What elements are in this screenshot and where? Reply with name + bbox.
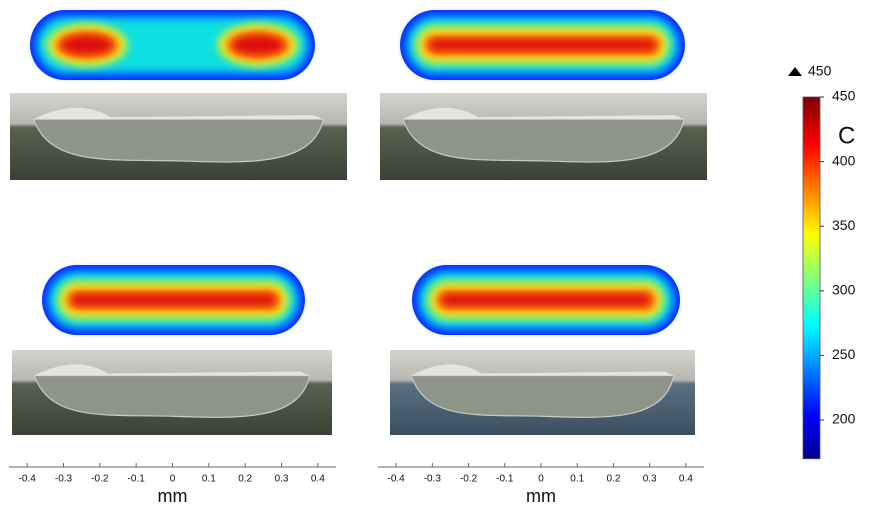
- weld-pool: [411, 376, 673, 418]
- weld-pool: [403, 119, 684, 162]
- axis-label: mm: [526, 486, 556, 506]
- heat-band: [71, 294, 275, 305]
- tick-label: -0.4: [387, 474, 405, 485]
- tick-label: 0.3: [643, 474, 657, 485]
- colorbar-unit: C: [838, 122, 855, 149]
- tick-label: 0.4: [679, 474, 693, 485]
- tick-label: 0.3: [275, 474, 289, 485]
- micrograph: [390, 350, 695, 435]
- heat-map: [400, 10, 685, 80]
- tick-label: -0.2: [91, 474, 109, 485]
- tick-label: 0: [538, 474, 544, 485]
- max-marker: [788, 67, 802, 76]
- micrograph: [12, 350, 332, 435]
- heat-band: [429, 39, 655, 50]
- colorbar-max: 450: [808, 63, 832, 79]
- hot-spot: [232, 35, 284, 55]
- tick-label: -0.3: [424, 474, 442, 485]
- micrograph: [380, 93, 707, 180]
- tick-label: -0.1: [496, 474, 514, 485]
- hot-spot: [61, 35, 113, 55]
- colorbar-tick-label: 250: [832, 346, 856, 362]
- tick-label: 0.4: [311, 474, 325, 485]
- weld-pool: [34, 119, 324, 162]
- colorbar-tick-label: 300: [832, 282, 856, 298]
- tick-label: -0.3: [55, 474, 73, 485]
- heat-map: [412, 265, 680, 335]
- colorbar: [803, 97, 820, 459]
- figure: -0.4 -0.3 -0.2 -0.1 0 0.1 0.2 0.3 0.4 mm -0.4 -0.3 -…: [0, 0, 881, 508]
- tick-label: 0.2: [238, 474, 252, 485]
- tick-label: -0.1: [128, 474, 146, 485]
- panels: -0.4 -0.3 -0.2 -0.1 0 0.1 0.2 0.3 0.4 mm -0.4 -0.3 -…: [9, 10, 856, 506]
- heat-band: [441, 294, 650, 305]
- heat-map: [42, 265, 305, 335]
- weld-pool: [34, 376, 309, 418]
- tick-label: 0.1: [202, 474, 216, 485]
- heat-map: [30, 10, 315, 80]
- colorbar-tick-label: 200: [832, 411, 856, 427]
- micrograph: [10, 93, 347, 180]
- colorbar-tick-label: 400: [832, 152, 856, 168]
- tick-label: -0.4: [19, 474, 37, 485]
- colorbar-tick-label: 450: [832, 88, 856, 104]
- tick-label: 0.2: [606, 474, 620, 485]
- colorbar-tick-label: 350: [832, 217, 856, 233]
- axis-label: mm: [158, 486, 188, 506]
- tick-label: 0: [170, 474, 176, 485]
- tick-label: -0.2: [460, 474, 478, 485]
- tick-label: 0.1: [570, 474, 584, 485]
